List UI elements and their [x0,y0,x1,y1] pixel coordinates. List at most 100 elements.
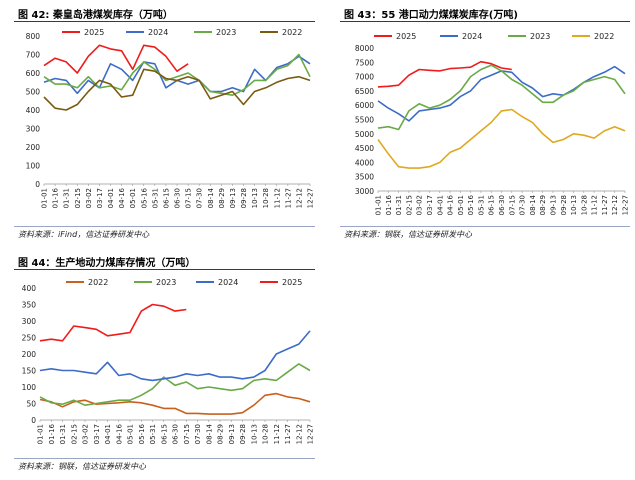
y-tick-label: 6000 [355,101,374,110]
x-tick-label: 10-13 [570,195,578,215]
x-tick-label: 01-01 [37,424,45,444]
title-rule [14,21,315,22]
y-tick-label: 3500 [355,173,374,182]
x-tick-label: 06-30 [174,188,182,208]
series-line-2022 [43,68,311,111]
x-tick-label: 03-02 [85,188,93,208]
series-line-2023 [377,64,626,131]
y-tick-label: 800 [26,32,41,41]
y-tick-label: 300 [22,317,37,326]
x-tick-label: 02-15 [70,424,78,444]
legend-label-2024: 2024 [218,278,238,287]
x-tick-label: 04-16 [115,423,123,444]
chart-title: 图 42: 秦皇岛港煤炭库存（万吨） [18,10,173,21]
y-tick-label: 100 [22,383,37,392]
x-tick-label: 03-02 [82,424,90,444]
x-tick-label: 05-16 [467,194,475,215]
legend-label-2024: 2024 [148,28,168,37]
series-line-2025 [43,44,189,74]
source-rule [14,226,315,227]
legend-label-2025: 2025 [396,32,416,41]
chart-source: 资料来源：iFind，信达证券研发中心 [18,230,150,239]
chart-title: 图 43：55 港口动力煤煤炭库存(万吨) [344,10,518,21]
y-tick-label: 400 [26,106,41,115]
x-tick-label: 09-13 [549,195,557,215]
chart-source: 资料来源：钢联，信达证券研发中心 [18,462,146,471]
y-tick-label: 300 [26,125,41,134]
x-tick-label: 10-28 [262,188,270,208]
x-tick-label: 08-14 [205,423,213,444]
y-tick-label: 4000 [355,158,374,167]
x-tick-label: 08-29 [217,424,225,444]
y-tick-label: 50 [26,400,36,409]
y-tick-label: 500 [26,88,41,97]
y-tick-label: 5500 [355,116,374,125]
x-tick-label: 03-17 [96,188,104,208]
x-tick-label: 10-28 [580,195,588,215]
series-line-2022 [39,392,311,415]
y-tick-label: 150 [22,367,37,376]
title-rule [14,269,315,270]
legend-label-2023: 2023 [156,278,176,287]
x-tick-label: 07-15 [183,424,191,444]
series-line-2025 [39,303,187,342]
x-tick-label: 03-17 [93,424,101,444]
y-tick-label: 700 [26,51,41,60]
x-tick-label: 12-12 [611,195,619,215]
x-tick-label: 09-28 [560,195,568,215]
y-tick-label: 250 [22,334,37,343]
y-tick-label: 7500 [355,58,374,67]
x-tick-label: 11-12 [591,195,599,215]
x-tick-label: 01-31 [395,195,403,215]
series-line-2023 [39,363,311,406]
series-line-2023 [43,53,311,96]
x-tick-label: 11-27 [601,195,609,215]
y-tick-label: 400 [22,284,37,293]
x-tick-label: 05-01 [129,188,137,208]
title-rule [340,21,630,22]
x-tick-label: 06-30 [172,424,180,444]
x-tick-label: 05-01 [457,195,465,215]
y-tick-label: 200 [26,143,41,152]
x-tick-label: 11-27 [284,188,292,208]
x-tick-label: 10-13 [250,424,258,444]
x-tick-label: 04-16 [447,194,455,215]
x-tick-label: 11-27 [284,424,292,444]
y-tick-label: 6500 [355,87,374,96]
x-tick-label: 05-01 [127,424,135,444]
x-tick-label: 08-14 [207,187,215,208]
x-tick-label: 04-01 [107,188,115,208]
x-tick-label: 01-16 [48,423,56,444]
x-tick-label: 09-13 [229,188,237,208]
x-tick-label: 02-15 [74,188,82,208]
x-tick-label: 06-15 [488,195,496,215]
x-tick-label: 09-28 [240,188,248,208]
x-tick-label: 01-16 [385,194,393,215]
x-tick-label: 07-30 [196,188,204,208]
x-tick-label: 09-13 [228,424,236,444]
legend-label-2025: 2025 [84,28,104,37]
x-tick-label: 01-31 [59,424,67,444]
x-tick-label: 03-02 [416,195,424,215]
legend-label-2022: 2022 [88,278,108,287]
x-tick-label: 12-12 [295,188,303,208]
legend-label-2022: 2022 [282,28,302,37]
source-rule [14,458,315,459]
x-tick-label: 08-29 [218,188,226,208]
x-tick-label: 01-01 [41,188,49,208]
x-tick-label: 06-15 [162,188,170,208]
legend-label-2022: 2022 [594,32,614,41]
y-tick-label: 100 [26,162,41,171]
x-tick-label: 07-15 [508,195,516,215]
legend-label-2023: 2023 [530,32,550,41]
x-tick-label: 05-16 [140,187,148,208]
x-tick-label: 12-27 [622,195,630,215]
y-tick-label: 200 [22,350,37,359]
chart-title: 图 44：生产地动力煤库存情况（万吨） [18,258,196,269]
x-tick-label: 06-15 [160,424,168,444]
x-tick-label: 07-30 [194,424,202,444]
x-tick-label: 01-31 [63,188,71,208]
chart-qinhuangdao-inventory: 0 100 200 300 400 500 600 700 800 01-01 01-16 01-31… [26,28,315,208]
x-tick-label: 10-28 [262,424,270,444]
